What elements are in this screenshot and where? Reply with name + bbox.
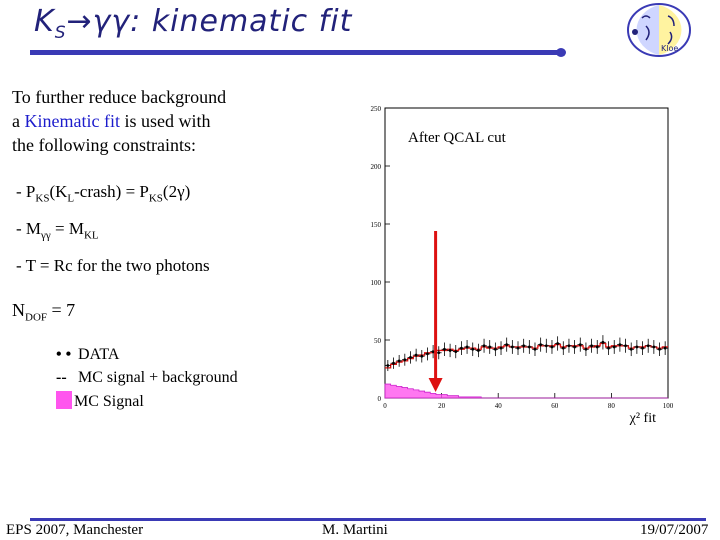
data-point [578,343,582,347]
x-tick-label: 80 [608,402,616,410]
data-point [420,354,424,358]
footer-event: EPS 2007, Manchester [6,522,144,538]
data-point [590,344,593,348]
kloe-logo: Kloe [627,3,691,57]
data-point [493,347,497,351]
data-point [527,345,531,349]
data-point [607,346,610,350]
data-point [635,345,639,349]
mc-signal-histogram [384,383,668,399]
y-tick-label: 100 [371,279,382,287]
data-point [658,347,661,351]
data-point [488,345,492,349]
y-tick-label: 250 [371,105,382,113]
data-point [595,345,599,349]
svg-text:Kloe: Kloe [661,44,678,53]
data-point [629,347,633,351]
constraint-mass: - Mγγ = MKL [16,219,99,242]
data-point [641,346,644,350]
data-point [499,346,503,350]
x-tick-label: 60 [551,402,559,410]
y-tick-label: 150 [371,221,382,229]
data-point [618,343,622,347]
x-tick-label: 40 [495,402,503,410]
title-underline [30,50,558,55]
legend-mc-total: -- MC signal + background [56,369,238,386]
data-point [573,345,577,349]
data-point [482,344,486,348]
data-point [471,347,475,351]
kinematic-fit-highlight: Kinematic fit [24,111,120,131]
data-point [646,344,650,348]
data-point [392,361,395,365]
data-point [550,345,554,349]
intro-text: To further reduce background a Kinematic… [12,87,227,155]
data-point [556,342,560,345]
mc-signal-swatch [56,391,72,409]
data-point [505,343,509,347]
data-point [510,345,514,349]
data-point [516,346,520,350]
data-point [476,349,480,352]
data-point [426,352,429,356]
data-point [431,350,435,353]
slide-title: KS→γγ: kinematic fit [34,4,353,43]
data-point [522,344,526,348]
footer-rule [30,518,706,521]
data-point [612,345,616,349]
data-point [652,345,656,349]
constraint-momentum: - PKS(KL-crash) = PKS(2γ) [16,182,191,205]
legend-data: • • DATA [56,346,120,363]
data-point [584,347,588,351]
data-point [448,349,452,352]
y-tick-label: 0 [378,395,382,403]
data-point [409,356,412,359]
data-point [533,347,537,351]
footer-author: M. Martini [322,522,388,538]
x-tick-label: 0 [383,402,387,410]
data-point [544,344,548,348]
data-point [414,353,418,357]
data-point [567,344,571,348]
chi2-histogram: 0 50 100 150 200 250 0 20 40 60 80 100 χ² fit [371,105,674,426]
data-point [397,359,401,363]
data-point [454,350,458,353]
data-point [386,364,390,367]
legend-mc-signal: MC Signal [56,391,144,411]
x-tick-label: 100 [663,402,674,410]
data-point [460,346,463,350]
data-point [403,358,407,362]
cut-arrow-head [428,378,443,392]
data-point [539,343,543,347]
constraint-time: - T = Rc for the two photons [16,256,210,275]
data-point [443,347,446,351]
title-underline-end [556,48,566,57]
x-tick-label: 20 [438,402,446,410]
footer-date: 19/07/2007 [640,522,709,538]
y-tick-label: 200 [371,163,382,171]
y-tick-label: 50 [374,337,382,345]
data-point [437,351,441,355]
plot-annotation: After QCAL cut [408,130,506,146]
data-point [465,345,469,349]
x-axis-label: χ² fit [629,411,656,426]
data-point [624,344,627,348]
data-point [561,346,565,350]
data-point [663,346,667,350]
data-point [601,340,605,344]
ndof-label: NDOF = 7 [12,300,76,324]
